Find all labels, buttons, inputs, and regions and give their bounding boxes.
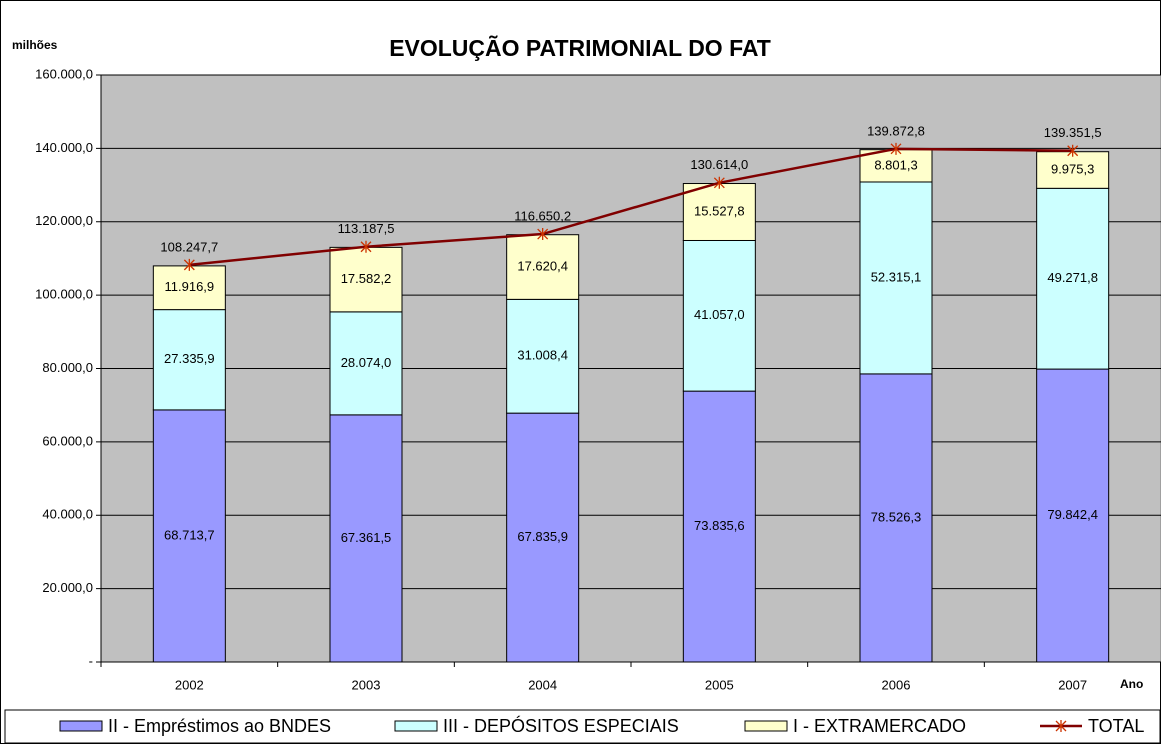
- bar-segment: [682, 239, 756, 392]
- y-tick-label: 80.000,0: [42, 360, 93, 375]
- legend-swatch: [744, 720, 788, 732]
- legend-label: II - Empréstimos ao BNDES: [108, 716, 331, 736]
- y-tick-label: -: [89, 653, 93, 668]
- data-label: 52.315,1: [871, 269, 922, 284]
- legend-swatch: [394, 720, 438, 732]
- data-label: 17.582,2: [341, 271, 392, 286]
- x-tick-label: 2005: [705, 677, 734, 692]
- legend-swatch: [59, 720, 103, 732]
- data-label: 116.650,2: [514, 208, 571, 223]
- total-marker: [537, 228, 549, 241]
- bar-segment: [152, 409, 226, 663]
- bar-segment: [329, 414, 403, 663]
- data-label: 9.975,3: [1051, 161, 1094, 176]
- x-tick-label: 2003: [352, 677, 381, 692]
- bar-segment: [329, 246, 403, 313]
- data-label: 28.074,0: [341, 355, 392, 370]
- total-marker: [360, 240, 372, 253]
- total-line: [189, 147, 1073, 267]
- y-tick-label: 20.000,0: [42, 580, 93, 595]
- data-label: 49.271,8: [1047, 270, 1098, 285]
- data-label: 11.916,9: [165, 279, 215, 294]
- y-tick-label: 160.000,0: [35, 66, 93, 81]
- data-label: 73.835,6: [694, 518, 745, 533]
- y-axis-label: milhões: [12, 38, 58, 52]
- y-tick-label: 40.000,0: [42, 507, 93, 522]
- total-marker: [713, 176, 725, 189]
- data-label: 27.335,9: [164, 351, 215, 366]
- x-tick-label: 2002: [175, 677, 204, 692]
- bar-segment: [1036, 151, 1110, 189]
- data-label: 139.872,8: [867, 123, 925, 138]
- bar-segment: [329, 311, 403, 416]
- bar-segment: [506, 234, 580, 300]
- data-label: 41.057,0: [694, 307, 745, 322]
- legend-marker: [1055, 720, 1067, 732]
- bar-segment: [152, 265, 226, 311]
- bar-segment: [1036, 187, 1110, 370]
- x-tick-label: 2007: [1058, 677, 1087, 692]
- chart-title: EVOLUÇÃO PATRIMONIAL DO FAT: [389, 34, 771, 61]
- y-tick-label: 120.000,0: [35, 213, 93, 228]
- data-label: 108.247,7: [160, 239, 218, 254]
- x-axis-label: Ano: [1120, 677, 1143, 691]
- data-label: 67.361,5: [341, 530, 392, 545]
- total-marker: [890, 142, 902, 155]
- data-label: 15.527,8: [694, 203, 745, 218]
- bar-segment: [859, 373, 933, 663]
- data-label: 67.835,9: [517, 529, 568, 544]
- data-label: 113.187,5: [338, 221, 395, 236]
- y-tick-label: 140.000,0: [35, 140, 93, 155]
- y-tick-label: 60.000,0: [42, 433, 93, 448]
- data-label: 139.351,5: [1044, 125, 1102, 140]
- data-label: 130.614,0: [690, 157, 748, 172]
- data-label: 78.526,3: [871, 509, 922, 524]
- legend-label: III - DEPÓSITOS ESPECIAIS: [443, 715, 679, 736]
- legend-label: I - EXTRAMERCADO: [793, 716, 966, 736]
- total-marker: [183, 258, 195, 271]
- legend-label: TOTAL: [1088, 716, 1144, 736]
- data-label: 31.008,4: [517, 348, 568, 363]
- data-label: 8.801,3: [874, 157, 917, 172]
- bar-segment: [1036, 368, 1110, 663]
- legend-box: [4, 709, 1161, 744]
- x-tick-label: 2004: [528, 677, 557, 692]
- data-label: 79.842,4: [1047, 507, 1098, 522]
- bar-segment: [682, 390, 756, 663]
- bar-segment: [859, 149, 933, 183]
- bar-segment: [506, 298, 580, 414]
- bar-segment: [859, 181, 933, 375]
- y-tick-label: 100.000,0: [35, 287, 93, 302]
- data-label: 17.620,4: [517, 258, 568, 273]
- x-tick-label: 2006: [882, 677, 911, 692]
- data-label: 68.713,7: [164, 527, 215, 542]
- total-marker: [1067, 144, 1079, 157]
